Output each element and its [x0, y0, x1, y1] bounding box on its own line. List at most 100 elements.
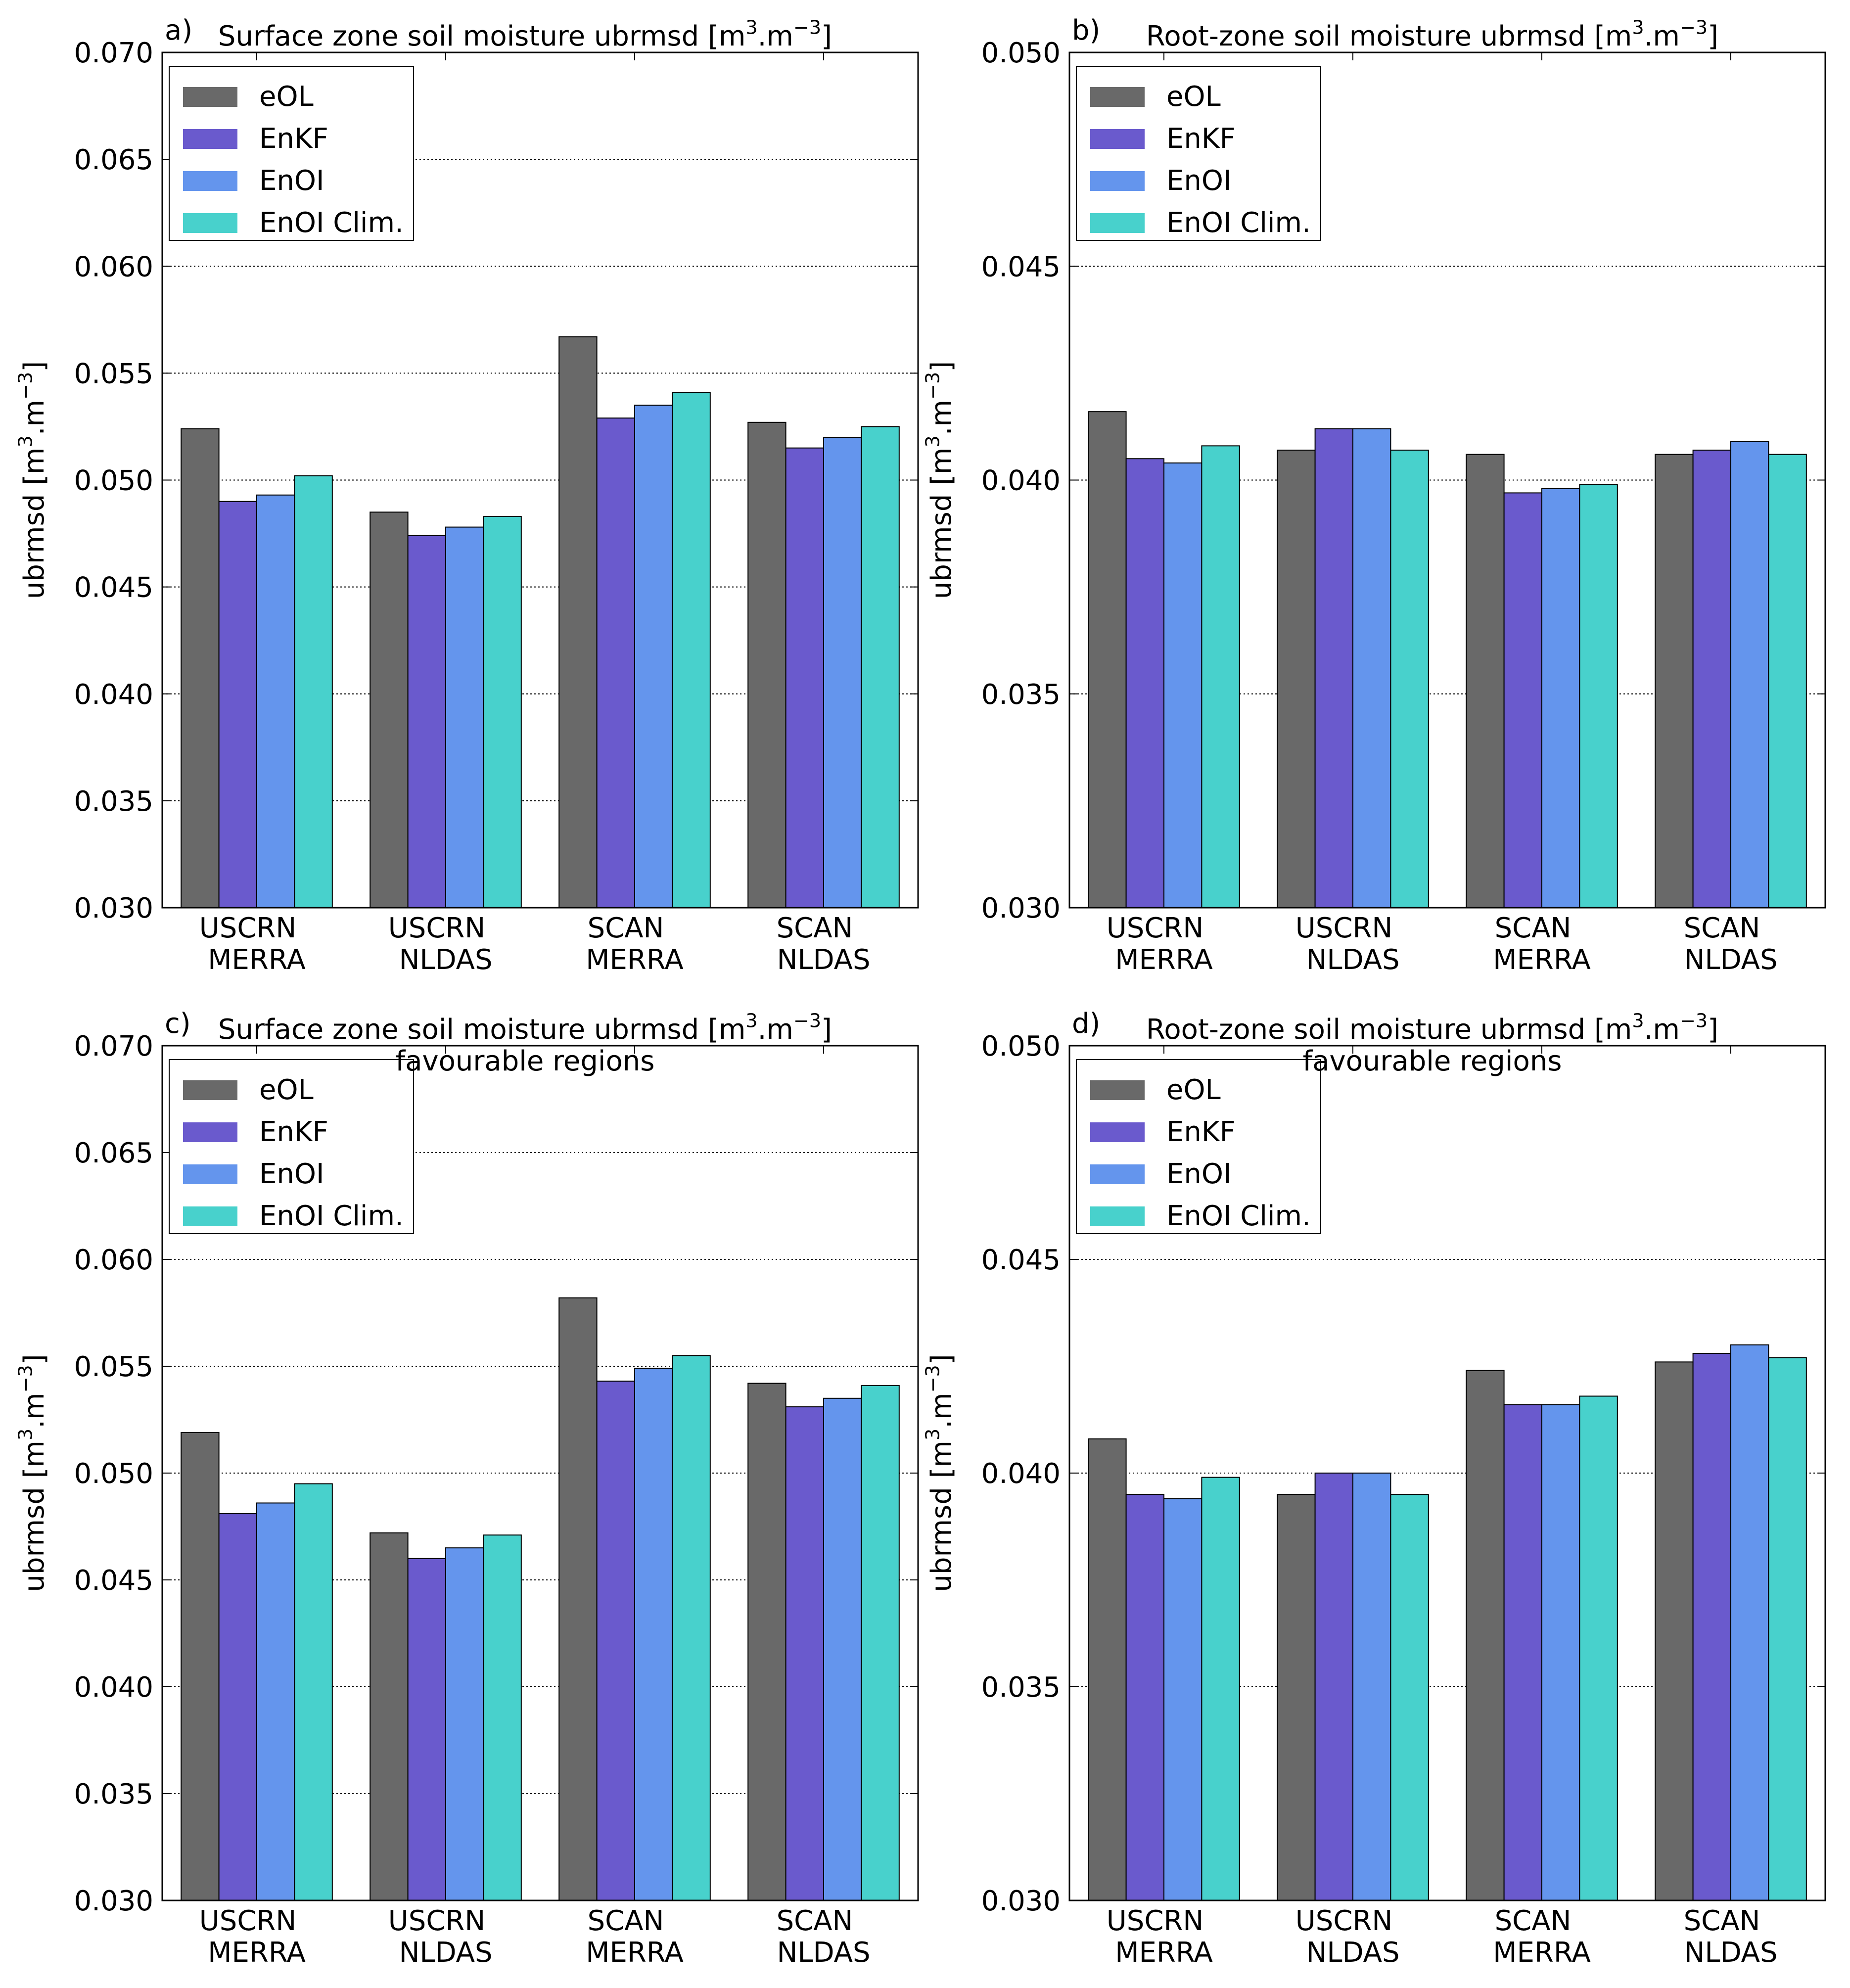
bar	[1466, 454, 1505, 908]
legend-label: EnKF	[1166, 1116, 1236, 1148]
bar	[407, 535, 446, 908]
axes-frame	[1068, 51, 1826, 909]
bar	[256, 1502, 295, 1901]
y-tick-label: 0.070	[74, 37, 153, 69]
bar	[1163, 462, 1202, 908]
bar	[1655, 1361, 1694, 1901]
y-tick-label: 0.055	[74, 358, 153, 390]
y-tick-label: 0.035	[981, 679, 1061, 711]
bar	[1125, 1494, 1165, 1901]
chart-title: Surface zone soil moisture ubrmsd [m3.m−…	[218, 1010, 832, 1046]
unit-text: ]	[18, 1354, 50, 1365]
unit-text: Root-zone soil moisture ubrmsd [m	[1146, 1014, 1632, 1046]
axes-frame	[161, 51, 919, 909]
bar	[1579, 1395, 1618, 1901]
unit-text: .m	[758, 20, 793, 52]
y-tick-label: 0.040	[74, 1671, 153, 1704]
bar	[747, 421, 786, 908]
legend-label: eOL	[259, 81, 314, 113]
bar	[370, 511, 409, 908]
legend-swatch	[1090, 1164, 1145, 1184]
x-tick-label: NLDAS	[1684, 944, 1777, 976]
bar	[181, 1432, 220, 1901]
y-tick-label: 0.030	[981, 892, 1061, 925]
bar	[823, 1397, 862, 1901]
legend-swatch	[1090, 129, 1145, 149]
unit-text: .m	[18, 400, 50, 435]
legend-label: EnOI	[259, 1158, 324, 1190]
unit-exponent: −3	[14, 372, 36, 400]
chart-title: Root-zone soil moisture ubrmsd [m3.m−3]	[1146, 16, 1718, 52]
legend-swatch	[183, 1164, 237, 1184]
x-tick-label: NLDAS	[777, 944, 870, 976]
y-tick-label: 0.050	[74, 465, 153, 497]
legend-swatch	[1090, 171, 1145, 191]
bar	[407, 1558, 446, 1901]
legend-swatch	[183, 213, 237, 233]
bar	[672, 392, 711, 909]
legend-label: EnOI Clim.	[259, 207, 404, 239]
y-tick-label: 0.030	[74, 1885, 153, 1917]
bar	[1768, 1357, 1807, 1901]
bar	[1125, 458, 1165, 908]
legend-label: EnOI Clim.	[1166, 207, 1311, 239]
legend-swatch	[183, 87, 237, 107]
unit-text: ubrmsd [m	[925, 1440, 958, 1592]
x-tick-label: MERRA	[586, 944, 684, 976]
legend: eOL EnKF EnOI EnOI Clim.	[1076, 66, 1321, 241]
panel-label: d)	[1072, 1008, 1100, 1040]
unit-exponent: 3	[1632, 1010, 1644, 1031]
bar	[1201, 445, 1240, 908]
unit-text: ]	[821, 1014, 832, 1046]
unit-text: ]	[821, 20, 832, 52]
x-tick-label: USCRN	[1295, 1905, 1392, 1937]
legend-label: eOL	[259, 1074, 314, 1106]
x-tick-label: NLDAS	[777, 1937, 870, 1969]
bar	[483, 515, 522, 909]
legend-swatch	[1090, 1206, 1145, 1226]
bar	[1692, 1353, 1732, 1901]
unit-text: ]	[18, 361, 50, 372]
bar	[558, 1297, 598, 1901]
y-tick-label: 0.035	[74, 786, 153, 818]
chart-panel-d: 0.0300.0350.0400.0450.050USCRNMERRAUSCRN…	[922, 1008, 1826, 1969]
bar	[861, 426, 900, 908]
bar	[294, 1483, 333, 1901]
legend-swatch	[1090, 1080, 1145, 1100]
legend-label: EnOI	[1166, 1158, 1231, 1190]
bar	[672, 1355, 711, 1901]
legend-swatch	[183, 129, 237, 149]
bar	[747, 1383, 786, 1901]
y-tick-label: 0.045	[74, 572, 153, 604]
axes-frame	[161, 1045, 919, 1901]
x-tick-label: USCRN	[1295, 912, 1392, 944]
legend: eOL EnKF EnOI EnOI Clim.	[169, 1059, 414, 1234]
legend-label: EnKF	[1166, 123, 1236, 155]
y-axis-label: ubrmsd [m3.m−3]	[14, 361, 50, 599]
x-tick-label: SCAN	[588, 1905, 664, 1937]
unit-text: ]	[1708, 20, 1718, 52]
bar	[294, 475, 333, 908]
y-axis-label: ubrmsd [m3.m−3]	[922, 1354, 958, 1592]
bar	[1579, 484, 1618, 908]
chart-subtitle: favourable regions	[1302, 1045, 1562, 1077]
legend-label: EnOI	[259, 165, 324, 197]
bar	[1314, 428, 1354, 908]
bar	[1503, 492, 1543, 908]
x-tick-label: USCRN	[388, 1905, 485, 1937]
y-tick-label: 0.060	[74, 251, 153, 283]
y-tick-label: 0.030	[74, 892, 153, 925]
bar	[483, 1534, 522, 1901]
legend-swatch	[183, 1122, 237, 1142]
bar	[1277, 449, 1316, 908]
legend-swatch	[1090, 213, 1145, 233]
y-tick-label: 0.060	[74, 1244, 153, 1276]
bar	[218, 1513, 258, 1901]
x-tick-label: SCAN	[1495, 912, 1572, 944]
y-tick-label: 0.040	[981, 465, 1061, 497]
unit-exponent: 3	[745, 16, 757, 38]
legend-swatch	[183, 1080, 237, 1100]
x-tick-label: SCAN	[588, 912, 664, 944]
bar	[1201, 1477, 1240, 1901]
unit-exponent: 3	[14, 435, 36, 447]
